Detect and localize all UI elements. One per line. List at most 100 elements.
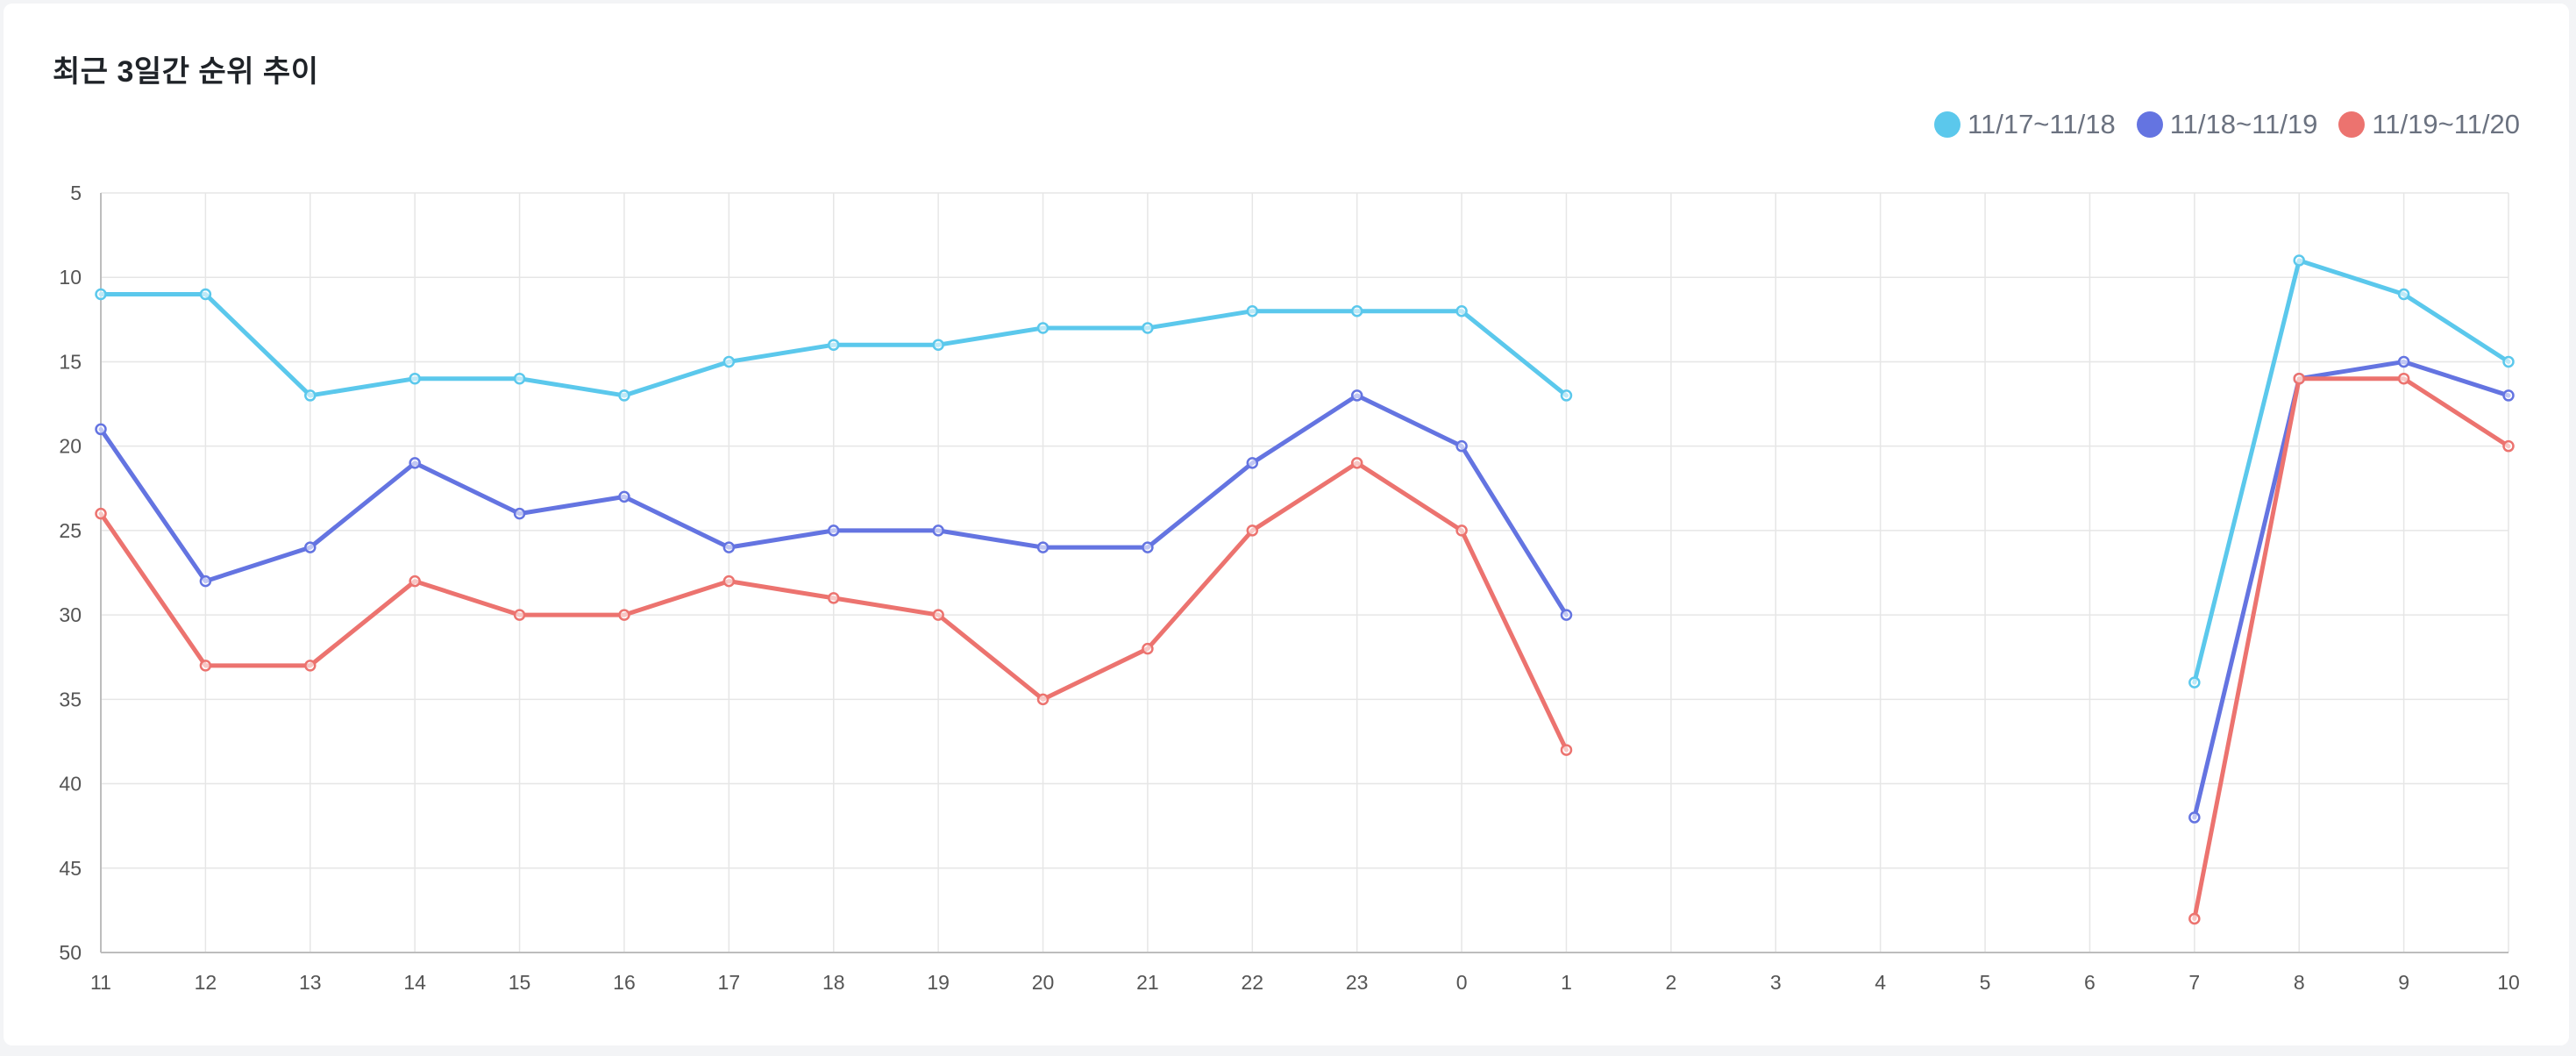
- x-tick-label: 7: [2188, 971, 2200, 994]
- data-point-2: [618, 490, 630, 503]
- data-point-1: [1246, 304, 1259, 318]
- data-point-2: [1246, 457, 1259, 469]
- series-line-2: [2192, 359, 2511, 820]
- data-point-3: [409, 574, 421, 588]
- data-point-2: [722, 541, 736, 553]
- data-point-3: [827, 592, 840, 604]
- x-tick-label: 11: [90, 971, 111, 994]
- data-point-1: [304, 389, 317, 402]
- data-point-2: [199, 574, 212, 588]
- data-point-1: [199, 288, 212, 301]
- legend-item-series-3[interactable]: 11/19~11/20: [2338, 109, 2520, 140]
- x-tick-label: 17: [718, 971, 741, 994]
- data-point-3: [199, 660, 212, 672]
- data-point-3: [2397, 372, 2410, 385]
- y-tick-label: 15: [59, 350, 82, 373]
- data-point-2: [409, 457, 421, 469]
- data-point-1: [2188, 676, 2201, 689]
- data-point-1: [1142, 322, 1154, 334]
- data-point-1: [513, 372, 526, 385]
- x-tick-label: 6: [2084, 971, 2096, 994]
- chart-card: 최근 3일간 순위 추이 11/17~11/18 11/18~11/19 11/…: [4, 4, 2569, 1045]
- x-tick-label: 3: [1770, 971, 1782, 994]
- data-point-1: [1560, 389, 1573, 402]
- chart-title: 최근 3일간 순위 추이: [53, 55, 319, 89]
- data-point-3: [513, 609, 526, 621]
- data-point-2: [1560, 609, 1573, 621]
- y-tick-label: 35: [59, 688, 82, 710]
- data-point-1: [1455, 304, 1468, 318]
- data-point-1: [2397, 288, 2410, 301]
- series-line-3: [2192, 376, 2511, 922]
- data-point-2: [2502, 389, 2515, 402]
- data-point-2: [2397, 355, 2410, 368]
- y-tick-label: 20: [59, 435, 82, 458]
- data-point-2: [827, 524, 840, 537]
- data-point-1: [1036, 322, 1050, 334]
- data-point-3: [2188, 912, 2201, 925]
- data-point-3: [1560, 744, 1573, 756]
- chart-legend: 11/17~11/18 11/18~11/19 11/19~11/20: [1934, 107, 2520, 142]
- y-tick-label: 30: [59, 603, 82, 626]
- x-tick-label: 23: [1346, 971, 1369, 994]
- data-point-2: [2188, 811, 2201, 824]
- y-tick-label: 45: [59, 857, 82, 880]
- x-tick-label: 18: [822, 971, 845, 994]
- x-tick-label: 8: [2294, 971, 2305, 994]
- y-tick-label: 25: [59, 519, 82, 542]
- data-point-3: [1350, 457, 1363, 469]
- data-point-3: [1142, 642, 1154, 655]
- x-tick-label: 0: [1456, 971, 1468, 994]
- data-point-3: [95, 507, 107, 520]
- data-point-1: [932, 339, 944, 351]
- data-point-2: [1142, 541, 1154, 553]
- legend-marker-icon: [2338, 111, 2366, 138]
- data-point-3: [722, 574, 736, 588]
- x-tick-label: 20: [1032, 971, 1055, 994]
- legend-label: 11/18~11/19: [2169, 109, 2318, 139]
- y-tick-label: 5: [70, 182, 82, 204]
- data-point-1: [618, 389, 630, 402]
- data-point-3: [932, 609, 944, 621]
- data-point-1: [1350, 304, 1363, 318]
- x-tick-label: 21: [1136, 971, 1159, 994]
- y-tick-label: 10: [59, 266, 82, 289]
- x-tick-label: 5: [1980, 971, 1991, 994]
- data-point-1: [2293, 254, 2305, 267]
- data-point-3: [1036, 693, 1050, 706]
- data-point-3: [1246, 524, 1259, 537]
- data-point-2: [304, 541, 317, 553]
- x-tick-label: 14: [403, 971, 426, 994]
- data-point-1: [409, 372, 421, 385]
- data-point-2: [932, 524, 944, 537]
- x-tick-label: 9: [2398, 971, 2409, 994]
- data-point-3: [304, 660, 317, 672]
- data-point-3: [1455, 524, 1468, 537]
- data-point-2: [95, 423, 107, 436]
- data-point-2: [1036, 541, 1050, 553]
- x-tick-label: 1: [1561, 971, 1572, 994]
- legend-item-series-1[interactable]: 11/17~11/18: [1934, 109, 2116, 140]
- x-tick-label: 2: [1665, 971, 1676, 994]
- data-point-3: [2502, 439, 2515, 453]
- data-point-3: [2293, 372, 2305, 385]
- x-tick-label: 12: [195, 971, 217, 994]
- legend-label: 11/19~11/20: [2372, 109, 2520, 139]
- data-point-2: [513, 507, 526, 520]
- x-tick-label: 13: [299, 971, 322, 994]
- data-point-1: [2502, 355, 2515, 368]
- data-point-1: [827, 339, 840, 351]
- x-tick-label: 4: [1875, 971, 1886, 994]
- x-tick-label: 15: [509, 971, 531, 994]
- y-tick-label: 50: [59, 941, 82, 964]
- data-point-2: [1350, 389, 1363, 402]
- legend-item-series-2[interactable]: 11/18~11/19: [2136, 109, 2318, 140]
- data-point-1: [95, 288, 107, 301]
- y-tick-label: 40: [59, 773, 82, 796]
- legend-marker-icon: [1934, 111, 1961, 138]
- x-tick-label: 16: [613, 971, 636, 994]
- data-point-2: [1455, 439, 1468, 453]
- legend-marker-icon: [2136, 111, 2163, 138]
- legend-label: 11/17~11/18: [1968, 109, 2116, 139]
